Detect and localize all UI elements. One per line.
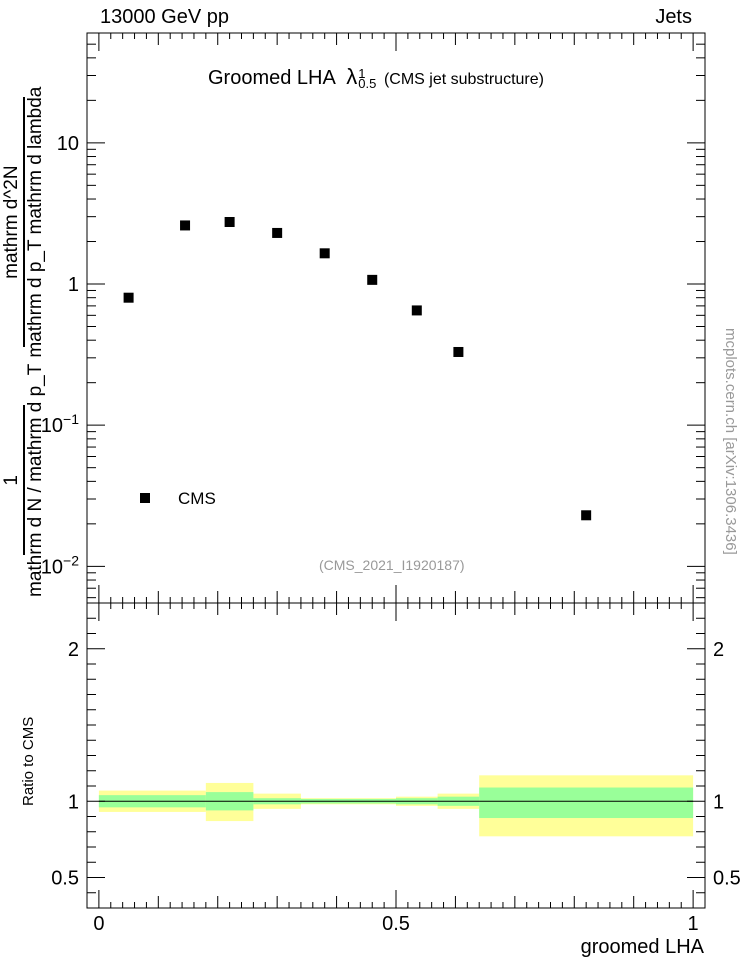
- plot-title-sub: 0.5: [358, 75, 377, 91]
- ratio-band-inner: [479, 787, 694, 819]
- y-axis-rhs-numerator: mathrm d^2N: [1, 165, 22, 279]
- legend: [140, 493, 150, 503]
- plot-title-sup: 1: [358, 65, 366, 81]
- y-tick-label: 1: [68, 274, 79, 296]
- data-point: [272, 227, 283, 238]
- plot-title: Groomed LHA λ 1 0.5 (CMS jet substructure): [208, 64, 544, 90]
- ratio-y-tick-label-left: 0.5: [51, 868, 79, 890]
- ratio-y-tick-label-right: 1: [713, 791, 724, 813]
- energy-label: 13000 GeV pp: [100, 6, 229, 28]
- watermark: mcplots.cern.ch [arXiv:1306.3436]: [722, 328, 739, 555]
- y-axis-numerator: 1: [1, 475, 22, 486]
- y-axis-rhs-denominator: mathrm d p_T mathrm d lambda: [25, 86, 46, 358]
- ratio-y-tick-label-left: 1: [68, 791, 79, 813]
- ratio-y-tick-label-left: 2: [68, 639, 79, 661]
- data-point: [581, 510, 592, 521]
- ratio-y-tick-label-right: 0.5: [713, 868, 741, 890]
- y-tick-label: 10: [57, 133, 79, 155]
- data-markers: [123, 216, 592, 521]
- axis-ticks: [87, 32, 705, 908]
- x-tick-label: 1: [688, 913, 699, 935]
- y-tick-label: 10−2: [41, 552, 79, 578]
- ratio-y-tick-label-right: 2: [713, 639, 724, 661]
- data-point: [123, 292, 134, 303]
- tick-labels: 10 1 10−1 10−2 0.5 0.5 1 1 2 2 0 0.5 1: [41, 133, 741, 935]
- data-point: [367, 274, 378, 285]
- y-tick-label: 10−1: [41, 411, 79, 437]
- plot-title-main: Groomed LHA: [208, 67, 335, 89]
- plot-title-note: (CMS jet substructure): [383, 71, 544, 88]
- ratio-bands: [98, 775, 694, 837]
- y-axis-denominator: mathrm d N / mathrm d p_T: [25, 363, 46, 597]
- ratio-panel-frame: [86, 602, 706, 909]
- data-point: [411, 305, 422, 316]
- x-tick-label: 0: [93, 913, 104, 935]
- main-panel-frame: [86, 32, 706, 604]
- x-axis-label: groomed LHA: [580, 936, 704, 958]
- legend-label: CMS: [178, 489, 216, 508]
- data-point: [224, 216, 235, 227]
- process-label: Jets: [655, 6, 692, 28]
- plot-title-symbol: λ: [346, 64, 358, 89]
- analysis-id: (CMS_2021_I1920187): [319, 557, 465, 573]
- data-point: [453, 346, 464, 357]
- legend-marker: [140, 493, 150, 503]
- ratio-axis-label: Ratio to CMS: [20, 716, 37, 806]
- data-point: [180, 220, 191, 231]
- x-tick-label: 0.5: [382, 913, 410, 935]
- y-axis-main-label: 1 mathrm d N / mathrm d p_T mathrm d^2N …: [0, 37, 48, 597]
- data-point: [319, 248, 330, 259]
